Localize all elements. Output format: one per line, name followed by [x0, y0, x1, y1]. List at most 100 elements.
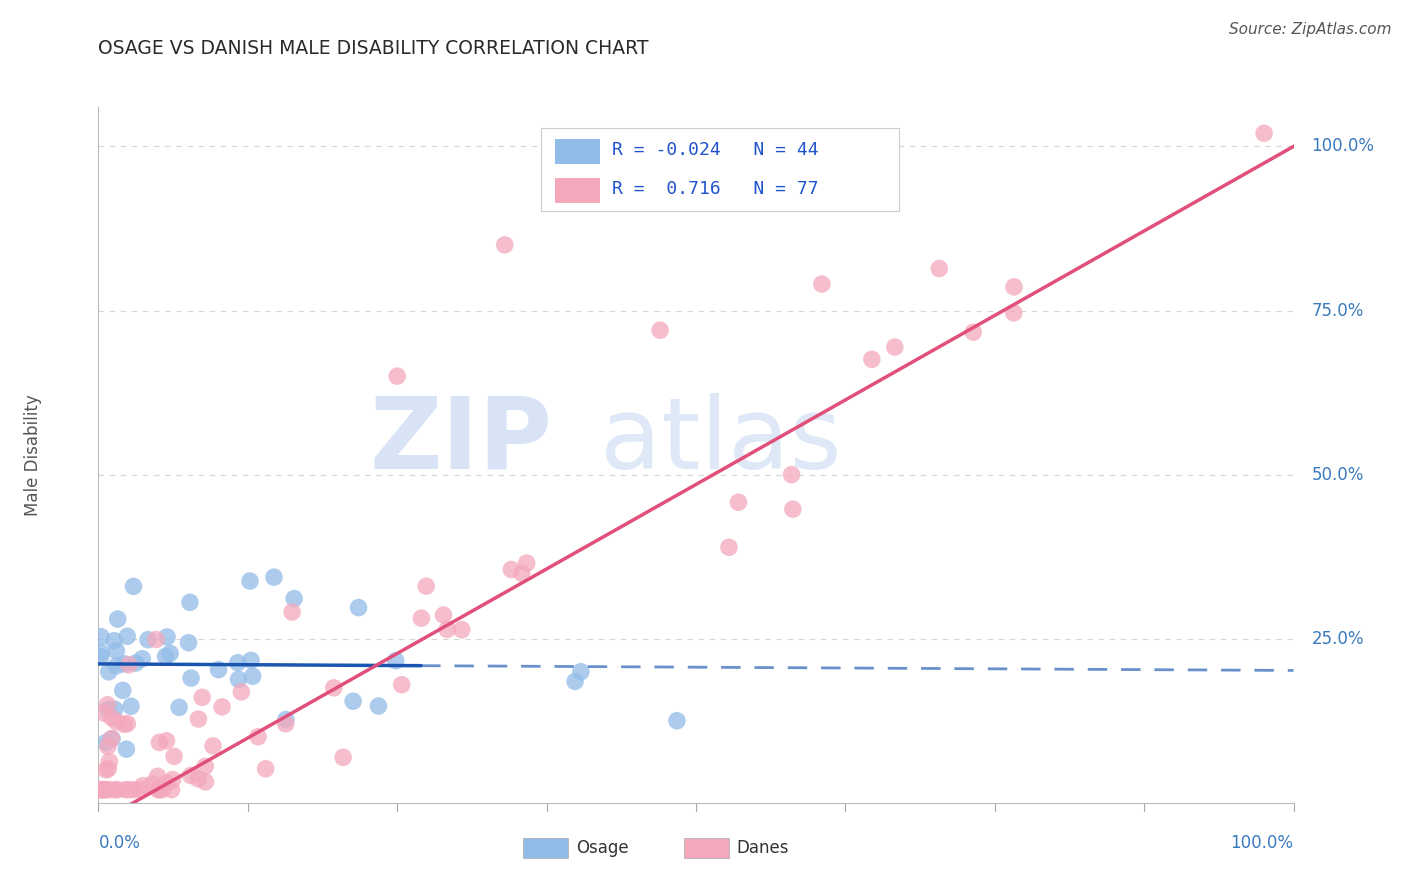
Point	[90, 646, 112, 660]
Bar	[555, 178, 600, 203]
Point	[89, 782, 111, 797]
Point	[148, 735, 170, 749]
Point	[385, 369, 409, 384]
Point	[727, 495, 749, 509]
Text: 50.0%: 50.0%	[1312, 466, 1364, 483]
Point	[141, 777, 163, 791]
Point	[148, 782, 170, 797]
Point	[156, 630, 179, 644]
Point	[98, 755, 121, 769]
Point	[179, 595, 201, 609]
Point	[962, 325, 984, 339]
Point	[90, 630, 112, 644]
Point	[782, 502, 804, 516]
Text: atlas: atlas	[600, 392, 842, 490]
Point	[93, 782, 115, 797]
Point	[146, 769, 169, 783]
Point	[105, 714, 128, 729]
Point	[115, 742, 138, 756]
Text: Osage: Osage	[576, 839, 628, 857]
Point	[122, 579, 145, 593]
Point	[228, 673, 250, 687]
Point	[94, 782, 117, 797]
Point	[883, 340, 905, 354]
Point	[501, 562, 523, 576]
Point	[665, 714, 688, 728]
Point	[97, 665, 120, 679]
Point	[148, 782, 170, 797]
FancyBboxPatch shape	[540, 128, 900, 211]
Point	[516, 556, 538, 570]
Point	[112, 657, 135, 671]
Point	[283, 591, 305, 606]
Point	[274, 716, 297, 731]
Point	[129, 782, 152, 797]
Point	[194, 759, 217, 773]
Point	[132, 779, 155, 793]
Point	[97, 762, 120, 776]
Point	[391, 678, 413, 692]
Bar	[685, 838, 730, 858]
Point	[246, 730, 269, 744]
Point	[432, 608, 454, 623]
Point	[122, 782, 145, 797]
Point	[98, 782, 121, 797]
Point	[263, 570, 285, 584]
Point	[162, 772, 184, 787]
Point	[281, 605, 304, 619]
Point	[332, 750, 354, 764]
Text: R =  0.716   N = 77: R = 0.716 N = 77	[612, 180, 818, 198]
Point	[91, 782, 114, 797]
Point	[187, 772, 209, 786]
Point	[100, 731, 122, 746]
Text: ZIP: ZIP	[370, 392, 553, 490]
Point	[211, 699, 233, 714]
Point	[160, 782, 183, 797]
Point	[569, 665, 592, 679]
Point	[367, 698, 389, 713]
Point	[180, 768, 202, 782]
Text: 25.0%: 25.0%	[1312, 630, 1364, 648]
Point	[97, 702, 120, 716]
Point	[860, 352, 883, 367]
Point	[191, 690, 214, 705]
Point	[103, 633, 125, 648]
Point	[136, 632, 159, 647]
Point	[384, 654, 406, 668]
Point	[125, 656, 148, 670]
Point	[159, 646, 181, 660]
Text: R = -0.024   N = 44: R = -0.024 N = 44	[612, 141, 818, 159]
Point	[89, 782, 111, 797]
Point	[180, 671, 202, 685]
Point	[114, 782, 136, 797]
Point	[240, 653, 263, 667]
Point	[112, 717, 135, 731]
Point	[187, 712, 209, 726]
Point	[155, 776, 177, 790]
Point	[494, 238, 516, 252]
Point	[117, 716, 139, 731]
Point	[94, 735, 117, 749]
Point	[231, 685, 253, 699]
Point	[118, 657, 141, 672]
Point	[97, 739, 120, 754]
Point	[411, 611, 433, 625]
Point	[207, 663, 229, 677]
Point	[342, 694, 364, 708]
Point	[104, 702, 127, 716]
Point	[111, 683, 134, 698]
Point	[780, 467, 803, 482]
Point	[118, 782, 141, 797]
Bar	[555, 139, 600, 164]
Point	[89, 782, 111, 797]
Point	[1253, 126, 1275, 140]
Point	[155, 649, 177, 664]
Point	[436, 623, 458, 637]
Point	[107, 612, 129, 626]
Point	[145, 632, 167, 647]
Point	[115, 629, 138, 643]
Point	[239, 574, 262, 588]
Point	[194, 774, 217, 789]
Text: 75.0%: 75.0%	[1312, 301, 1364, 319]
Text: Danes: Danes	[737, 839, 789, 857]
